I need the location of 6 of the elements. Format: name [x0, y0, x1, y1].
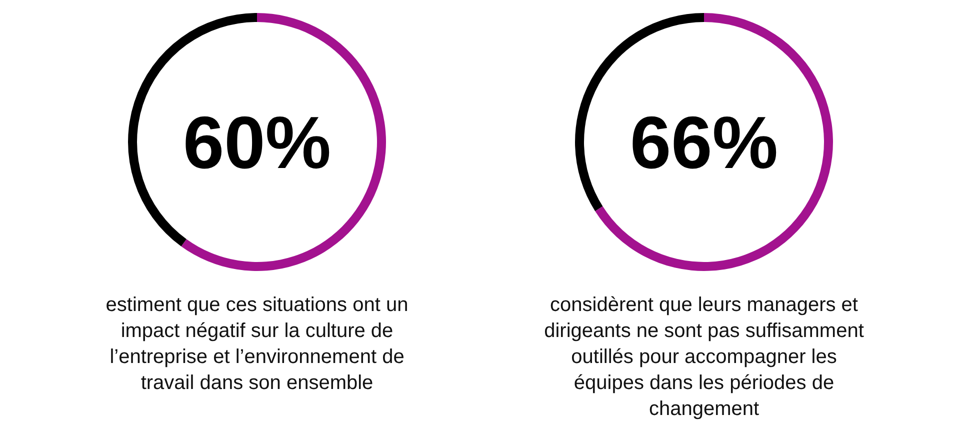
text: 66%: [630, 101, 778, 184]
text: considèrent que leurs managers et dirigeants ne sont pas suffisamment outillés pour accompagner les équipes dans les périodes de changement: [544, 294, 864, 420]
donut-slice: [181, 13, 386, 271]
text: estiment que ces situations ont un impact négatif sur la culture de l’entreprise et l’environnement de travail dans son ensemble: [106, 294, 408, 394]
donut-slice: [595, 13, 833, 271]
text: 60%: [182, 101, 332, 184]
